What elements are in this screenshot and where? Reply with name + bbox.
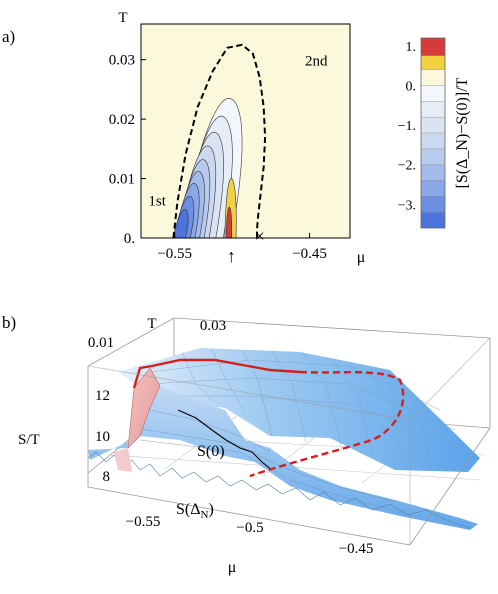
colorbar-band [421, 196, 445, 213]
T-tick-label: 0.03 [200, 318, 226, 334]
colorbar-tick-label: 1. [406, 40, 417, 55]
mu-tick-label: −0.5 [236, 520, 263, 536]
second-order-line-surface [249, 370, 405, 478]
T-tick-label: 0.01 [88, 335, 114, 351]
colorbar-band [421, 117, 445, 133]
mu-tick-label: −0.55 [126, 514, 161, 530]
mu-axis-label: μ [228, 559, 237, 576]
box-front-right-edge [409, 427, 491, 546]
y-tick-label: 0.03 [109, 53, 135, 69]
colorbar-tick-label: −3. [398, 198, 416, 213]
colorbar-tick-label: −2. [398, 159, 416, 174]
contour-layer [172, 97, 243, 238]
critical-point-marker: × [255, 226, 265, 246]
surface-s0 [118, 348, 480, 472]
colorbar-band [421, 85, 445, 102]
first-order-line-surface [132, 358, 301, 389]
contour-plot-frame [140, 23, 351, 239]
contour-axes: 0. 0.01 0.02 0.03 −0.55 −0.45 Tμ [109, 10, 366, 266]
x-tick-label: −0.45 [292, 246, 327, 262]
z-tick-label: 8 [103, 469, 111, 485]
y-tick-label: 0.02 [109, 112, 135, 128]
y-axis-label: T [118, 10, 127, 26]
mu-tick-label: −0.45 [339, 541, 374, 557]
z-tick-label: 10 [95, 429, 110, 445]
colorbar-frame [420, 37, 446, 229]
arrow-marker: ↑ [227, 246, 236, 266]
contour-annotations: 1st 2nd ↑ × [148, 54, 328, 266]
annotation-label: 2nd [305, 54, 328, 70]
z-tick-label: 12 [95, 388, 110, 404]
colorbar-band [421, 164, 445, 181]
box-front-top-edge [87, 365, 411, 421]
surface-label-s-delta: S(ΔN) [176, 501, 214, 521]
x-tick-label: −0.55 [157, 246, 192, 262]
surface-label-s0: S(0) [197, 443, 225, 460]
annotation-label: 1st [148, 193, 166, 209]
surface-axes: 8 10 12 −0.55 −0.5 −0.45 0.01 0.03 S/T μ T S(0) S(ΔN… [18, 316, 373, 576]
negative-contour-level-8 [172, 209, 189, 238]
surface-positive-region-lower [114, 448, 132, 472]
surface-s-delta [87, 378, 478, 530]
positive-contour-level-1 [225, 206, 232, 238]
y-tick-label: 0. [124, 231, 135, 247]
panel-a-label: a) [2, 27, 15, 46]
surface-intersection-line [177, 409, 273, 471]
colorbar-band [421, 212, 445, 228]
y-tick-label: 0.01 [109, 172, 135, 188]
colorbar-tick-label: −1. [398, 119, 416, 134]
colorbar-band [421, 101, 445, 118]
colorbar-band [421, 180, 445, 197]
phase-boundary-dashed-line [172, 43, 267, 238]
surface-front-edge [87, 451, 471, 529]
box-front-edges [87, 337, 491, 546]
z-axis-label: S/T [18, 432, 40, 448]
x-axis-label: μ [357, 249, 366, 266]
colorbar-band [421, 55, 445, 70]
contour-plot-background [140, 23, 351, 239]
colorbar-band [421, 148, 445, 165]
panel-b-label: b) [2, 313, 16, 332]
colorbar-band [421, 38, 445, 56]
colorbar: 1. 0. −1. −2. −3. [S(Δ_N)−S(0)]/T [398, 37, 471, 229]
panel-a: a) 0. 0.01 0.02 0.03 −0.55 −0.45 Tμ 1st 2nd ↑ × 1… [2, 10, 471, 266]
panel-b: b) [2, 313, 491, 576]
colorbar-title: [S(Δ_N)−S(0)]/T [454, 77, 471, 188]
box-front-bottom-edge [87, 486, 411, 546]
colorbar-band [421, 69, 445, 86]
colorbar-band [421, 133, 445, 149]
transition-line-layer [172, 43, 267, 238]
colorbar-tick-label: 0. [406, 80, 417, 95]
T-axis-label: T [147, 316, 156, 332]
